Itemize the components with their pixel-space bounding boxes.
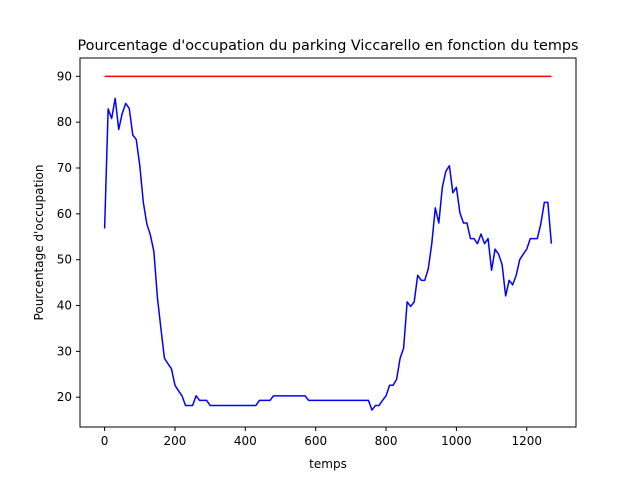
y-tick-label: 70: [57, 161, 72, 175]
y-tick-label: 80: [57, 115, 72, 129]
x-tick-label: 400: [234, 434, 257, 448]
y-tick-label: 60: [57, 207, 72, 221]
y-tick-label: 90: [57, 69, 72, 83]
y-axis: 20 30 40 50 60 70 80 90: [57, 69, 80, 404]
x-axis: 0 200 400 600 800 1000 1200: [101, 427, 542, 448]
x-tick-label: 1200: [511, 434, 542, 448]
y-axis-label: Pourcentage d'occupation: [32, 165, 46, 321]
y-tick-label: 20: [57, 390, 72, 404]
axes-frame: [79, 57, 577, 428]
x-tick-label: 200: [164, 434, 187, 448]
x-axis-label: temps: [309, 457, 347, 471]
x-tick-label: 1000: [441, 434, 472, 448]
plot-area: [103, 75, 553, 411]
x-tick-label: 0: [101, 434, 109, 448]
y-tick-label: 40: [57, 299, 72, 313]
y-tick-label: 30: [57, 344, 72, 358]
x-tick-label: 800: [375, 434, 398, 448]
y-tick-label: 50: [57, 253, 72, 267]
x-tick-label: 600: [304, 434, 327, 448]
chart-title: Pourcentage d'occupation du parking Vicc…: [78, 38, 579, 54]
series-line-1: [103, 97, 553, 411]
